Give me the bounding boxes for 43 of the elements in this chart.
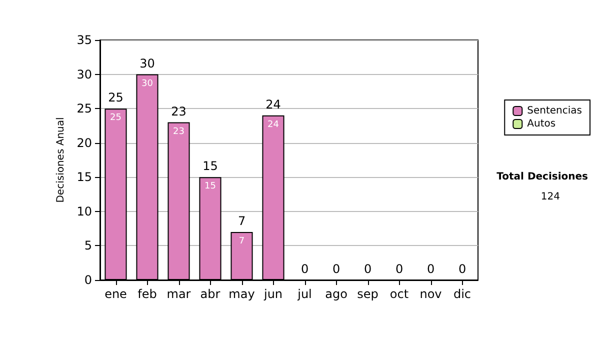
data-label: 15 [204, 182, 216, 192]
y-axis-title: Decisiones Anual [55, 117, 66, 203]
y-tick-label: 30 [76, 67, 92, 82]
x-tick-label: jul [296, 287, 312, 301]
y-tick-label: 0 [84, 273, 92, 287]
x-tick-label: ene [104, 287, 127, 301]
total-label: 0 [426, 262, 435, 276]
total-label: 0 [332, 262, 340, 276]
x-tick-label: mar [166, 287, 191, 301]
x-tick-label: may [228, 287, 255, 301]
total-label: 0 [364, 262, 372, 276]
y-tick-label: 15 [76, 170, 92, 184]
x-tick-label: abr [200, 287, 220, 301]
total-label: 23 [171, 104, 186, 118]
total-label: 0 [395, 262, 404, 276]
total-label: 24 [266, 97, 281, 112]
text: 124 [540, 192, 560, 202]
data-label: 24 [268, 120, 280, 130]
y-tick-label: 5 [84, 238, 92, 253]
total-label: 0 [458, 262, 466, 276]
total-label: 30 [140, 56, 155, 70]
total-label: 7 [238, 214, 246, 228]
x-tick-label: jun [262, 287, 283, 301]
x-tick-label: dic [453, 287, 472, 301]
data-label: 30 [142, 78, 154, 89]
x-tick-label: feb [138, 287, 157, 301]
x-tick-label: sep [357, 287, 378, 301]
data-label: 25 [110, 113, 122, 124]
x-tick-label: oct [390, 287, 409, 301]
y-tick-label: 25 [76, 102, 92, 116]
legend-label: Sentencias [527, 106, 582, 116]
data-label: 23 [173, 126, 184, 137]
data-label: 7 [238, 236, 245, 246]
x-tick-label: ago [325, 287, 348, 301]
legend-label: Autos [527, 118, 556, 130]
x-tick-label: nov [420, 287, 442, 301]
y-tick-label: 35 [76, 33, 92, 47]
y-tick-label: 20 [76, 136, 92, 150]
total-label: 15 [202, 159, 218, 174]
total-label: 25 [108, 90, 124, 105]
y-tick-label: 10 [76, 204, 92, 218]
text: Total Decisiones [496, 172, 588, 182]
total-label: 0 [300, 262, 309, 276]
